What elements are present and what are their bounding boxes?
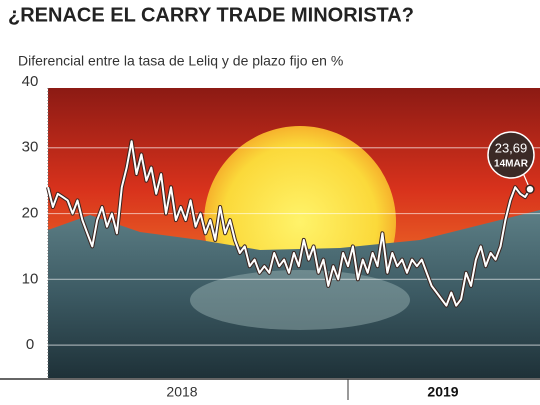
period-label: 2019 <box>427 384 458 400</box>
y-tick-label: 20 <box>22 205 39 222</box>
line <box>47 140 531 307</box>
y-tick-label: 40 <box>22 73 39 90</box>
background <box>48 88 540 378</box>
annotation-value: 23,69 <box>495 140 528 155</box>
x-band <box>0 379 540 405</box>
y-tick-label: 0 <box>26 336 34 353</box>
chart-title: ¿RENACE EL CARRY TRADE MINORISTA? <box>8 4 414 26</box>
y-tick-label: 10 <box>22 270 39 287</box>
y-tick-label: 30 <box>22 139 39 156</box>
point <box>525 184 535 195</box>
period-label: 2018 <box>166 384 197 400</box>
annotation-date: 14MAR <box>494 159 529 170</box>
chart-subtitle: Diferencial entre la tasa de Leliq y de … <box>18 53 343 69</box>
annotation-bubble <box>487 131 535 179</box>
